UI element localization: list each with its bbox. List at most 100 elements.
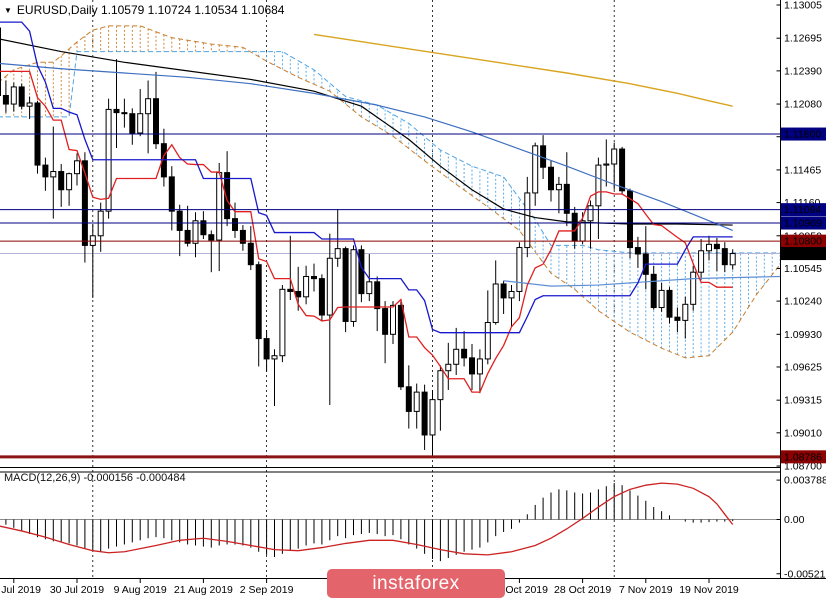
- candle-body: [524, 192, 531, 249]
- candle-body: [366, 281, 373, 295]
- candle-body: [2, 94, 9, 105]
- candle-body: [224, 172, 231, 220]
- macd-indicator-label: MACD(12,26,9) -0.000156 -0.000484: [4, 472, 186, 484]
- candle-body: [397, 304, 404, 388]
- candle-body: [74, 160, 80, 175]
- candle-body: [508, 290, 515, 299]
- candle-body: [445, 363, 452, 372]
- candle-body: [627, 190, 633, 249]
- candle-body: [634, 247, 641, 255]
- candle-body: [500, 283, 507, 299]
- price-tick-label: 1.09315: [784, 395, 822, 407]
- candle-body: [232, 218, 238, 231]
- macd-scale-label: 0.003788: [784, 475, 826, 487]
- tenkan-line: [0, 70, 733, 393]
- candle-body: [121, 112, 128, 115]
- candle-body: [145, 98, 152, 115]
- date-tick-label: 30 Jul 2019: [50, 584, 104, 596]
- candle-body: [579, 220, 586, 242]
- price-tick-label: 1.09625: [784, 361, 822, 373]
- candle-body: [311, 275, 317, 280]
- candle-body: [239, 229, 246, 244]
- candle-body: [255, 264, 262, 340]
- candle-body: [168, 176, 175, 212]
- price-badge-label: 1.11094: [784, 204, 821, 216]
- date-tick-label: 19 Nov 2019: [679, 584, 739, 596]
- candle-body: [318, 278, 325, 316]
- candle-body: [334, 248, 341, 259]
- candle-body: [532, 145, 539, 194]
- price-badge-label: 1.08786: [784, 451, 822, 463]
- candle-body: [208, 234, 215, 241]
- price-badge-label: 1.10800: [784, 236, 822, 248]
- candle-body: [263, 338, 270, 360]
- candle-body: [58, 171, 65, 191]
- candle-body: [563, 183, 570, 214]
- candle-body: [26, 102, 33, 107]
- macd-scale-label: -0.005217: [784, 568, 826, 580]
- date-tick-label: 16 Oct 2019: [491, 584, 548, 596]
- candle-body: [484, 322, 491, 360]
- candle-body: [81, 160, 88, 246]
- chevron-down-icon[interactable]: ▼: [4, 6, 12, 15]
- macd-values: -0.000156 -0.000484: [83, 472, 186, 484]
- price-tick-label: 1.09930: [784, 329, 822, 341]
- candle-body: [713, 243, 720, 250]
- candle-body: [326, 257, 333, 316]
- candle-body: [729, 253, 736, 266]
- macd-scale-label: 0.00: [784, 514, 805, 526]
- candle-body: [382, 308, 389, 335]
- candle-body: [390, 304, 396, 335]
- candle-body: [18, 86, 25, 107]
- candle-body: [516, 247, 523, 292]
- candle-body: [595, 164, 602, 207]
- candle-body: [405, 386, 412, 412]
- candles-layer: [0, 27, 736, 457]
- price-tick-label: 1.10545: [784, 263, 822, 275]
- chart-title: ▼ EURUSD,Daily 1.10579 1.10724 1.10534 1.…: [4, 3, 284, 17]
- price-level-badge: [781, 203, 826, 217]
- candle-body: [453, 348, 460, 365]
- candle-body: [374, 281, 381, 310]
- macd-signal-line: [0, 482, 734, 556]
- candle-body: [129, 113, 136, 134]
- candle-body: [658, 289, 665, 309]
- instaforex-watermark-badge: instaforex: [327, 569, 505, 598]
- price-tick-label: 1.11465: [784, 164, 821, 176]
- candle-body: [184, 229, 191, 244]
- candle-body: [66, 173, 73, 191]
- date-tick-label: 18 Jul 2019: [0, 584, 41, 596]
- date-tick-label: 28 Oct 2019: [554, 584, 611, 596]
- candle-body: [611, 148, 618, 165]
- candle-body: [469, 357, 475, 375]
- candle-body: [153, 98, 159, 145]
- candle-body: [176, 210, 183, 231]
- price-level-badge: [781, 234, 826, 248]
- candle-body: [721, 248, 728, 266]
- main-pane: [0, 21, 780, 459]
- price-level-badge: [781, 247, 826, 261]
- month-separators: [92, 0, 615, 578]
- date-tick-label: 7 Nov 2019: [619, 584, 673, 596]
- price-badge-label: 1.10969: [784, 218, 822, 230]
- candle-body: [358, 249, 365, 295]
- candle-body: [137, 113, 144, 134]
- candle-body: [342, 248, 349, 322]
- candle-body: [476, 358, 483, 375]
- candle-body: [650, 273, 657, 309]
- price-tick-label: 1.12390: [784, 65, 822, 77]
- price-tick-label: 1.08700: [784, 461, 822, 473]
- candle-body: [413, 391, 420, 412]
- date-tick-label: 21 Aug 2019: [174, 584, 233, 596]
- candle-body: [89, 235, 96, 246]
- date-tick-label: 9 Aug 2019: [114, 584, 167, 596]
- candle-body: [674, 316, 681, 321]
- candle-body: [271, 355, 278, 360]
- candle-body: [619, 148, 626, 192]
- candle-body: [287, 288, 294, 292]
- candle-body: [0, 27, 1, 96]
- candle-body: [666, 289, 673, 318]
